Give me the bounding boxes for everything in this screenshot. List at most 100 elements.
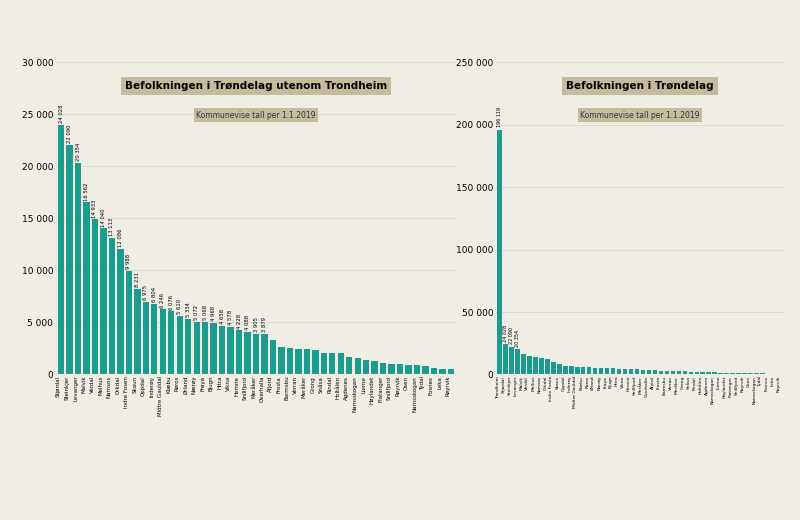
Bar: [510, 347, 514, 374]
Bar: [338, 354, 344, 374]
Bar: [754, 373, 758, 374]
Text: 6 076: 6 076: [169, 294, 174, 309]
Text: 4 088: 4 088: [245, 315, 250, 330]
Text: 5 610: 5 610: [178, 300, 182, 315]
Bar: [593, 368, 598, 374]
Bar: [706, 372, 711, 374]
Bar: [430, 368, 437, 374]
Bar: [641, 370, 646, 374]
Bar: [126, 270, 132, 374]
Bar: [665, 371, 669, 374]
Bar: [304, 349, 310, 374]
Bar: [92, 219, 98, 374]
Text: 20 354: 20 354: [75, 143, 81, 161]
Bar: [748, 373, 753, 374]
Bar: [160, 309, 166, 374]
Text: 8 231: 8 231: [135, 272, 140, 287]
Bar: [646, 370, 651, 374]
Bar: [563, 366, 567, 374]
Bar: [439, 369, 446, 374]
Text: 16 562: 16 562: [84, 182, 89, 201]
Text: 13 113: 13 113: [110, 218, 114, 237]
Bar: [689, 372, 693, 374]
Bar: [278, 347, 285, 374]
Bar: [406, 365, 412, 374]
Bar: [677, 371, 681, 374]
Bar: [185, 319, 191, 374]
Bar: [295, 349, 302, 374]
Bar: [515, 349, 520, 374]
Bar: [658, 371, 663, 374]
Bar: [270, 340, 276, 374]
Bar: [75, 163, 82, 374]
Bar: [397, 365, 403, 374]
Text: Kommunevise tall per 1.1.2019: Kommunevise tall per 1.1.2019: [580, 111, 700, 120]
Bar: [194, 322, 200, 374]
Bar: [168, 311, 174, 374]
Bar: [587, 368, 591, 374]
Bar: [682, 371, 687, 374]
Text: 9 988: 9 988: [126, 254, 131, 269]
Text: Befolkningen i Trøndelag utenom Trondheim: Befolkningen i Trøndelag utenom Trondhei…: [125, 81, 387, 91]
Bar: [380, 363, 386, 374]
Bar: [422, 366, 429, 374]
Text: 6 804: 6 804: [152, 287, 157, 302]
Bar: [599, 368, 603, 374]
Bar: [177, 316, 183, 374]
Text: 5 072: 5 072: [194, 305, 199, 320]
Text: Kommunevise tall per 1.1.2019: Kommunevise tall per 1.1.2019: [196, 111, 316, 120]
Text: 12 086: 12 086: [118, 229, 123, 247]
Bar: [142, 302, 149, 374]
Bar: [58, 124, 64, 374]
Bar: [670, 371, 675, 374]
Bar: [629, 369, 634, 374]
Bar: [522, 354, 526, 374]
Text: 4 228: 4 228: [237, 314, 242, 329]
Bar: [83, 202, 90, 374]
Bar: [346, 357, 352, 374]
Bar: [329, 353, 335, 374]
Bar: [312, 350, 318, 374]
Bar: [109, 238, 115, 374]
Bar: [527, 356, 532, 374]
Bar: [244, 332, 250, 374]
Bar: [623, 369, 627, 374]
Text: 14 040: 14 040: [101, 209, 106, 227]
Bar: [701, 372, 705, 374]
Bar: [653, 370, 657, 374]
Bar: [321, 353, 327, 374]
Bar: [760, 373, 765, 374]
Bar: [262, 334, 268, 374]
Text: 6 246: 6 246: [160, 293, 166, 308]
Text: 22 090: 22 090: [67, 125, 72, 143]
Text: 4 578: 4 578: [228, 310, 233, 325]
Bar: [569, 366, 574, 374]
Text: 6 975: 6 975: [143, 285, 148, 300]
Bar: [545, 359, 550, 374]
Bar: [100, 228, 106, 374]
Text: 14 933: 14 933: [93, 199, 98, 217]
Bar: [354, 358, 361, 374]
Text: 22 090: 22 090: [509, 327, 514, 344]
Bar: [414, 366, 420, 374]
Text: 3 905: 3 905: [254, 317, 258, 332]
Bar: [66, 145, 73, 374]
Bar: [694, 372, 699, 374]
Bar: [503, 344, 508, 374]
Text: 20 354: 20 354: [515, 329, 520, 346]
Bar: [718, 373, 723, 374]
Text: 5 068: 5 068: [202, 305, 208, 320]
Bar: [533, 357, 538, 374]
Text: 5 334: 5 334: [186, 303, 190, 317]
Text: Befolkningen i Trøndelag: Befolkningen i Trøndelag: [566, 81, 714, 91]
Bar: [539, 358, 544, 374]
Text: 24 028: 24 028: [58, 105, 63, 123]
Bar: [713, 372, 717, 374]
Bar: [611, 368, 615, 374]
Bar: [236, 330, 242, 374]
Bar: [389, 364, 394, 374]
Bar: [202, 322, 208, 374]
Text: 196 119: 196 119: [497, 107, 502, 127]
Bar: [634, 369, 639, 374]
Bar: [134, 289, 141, 374]
